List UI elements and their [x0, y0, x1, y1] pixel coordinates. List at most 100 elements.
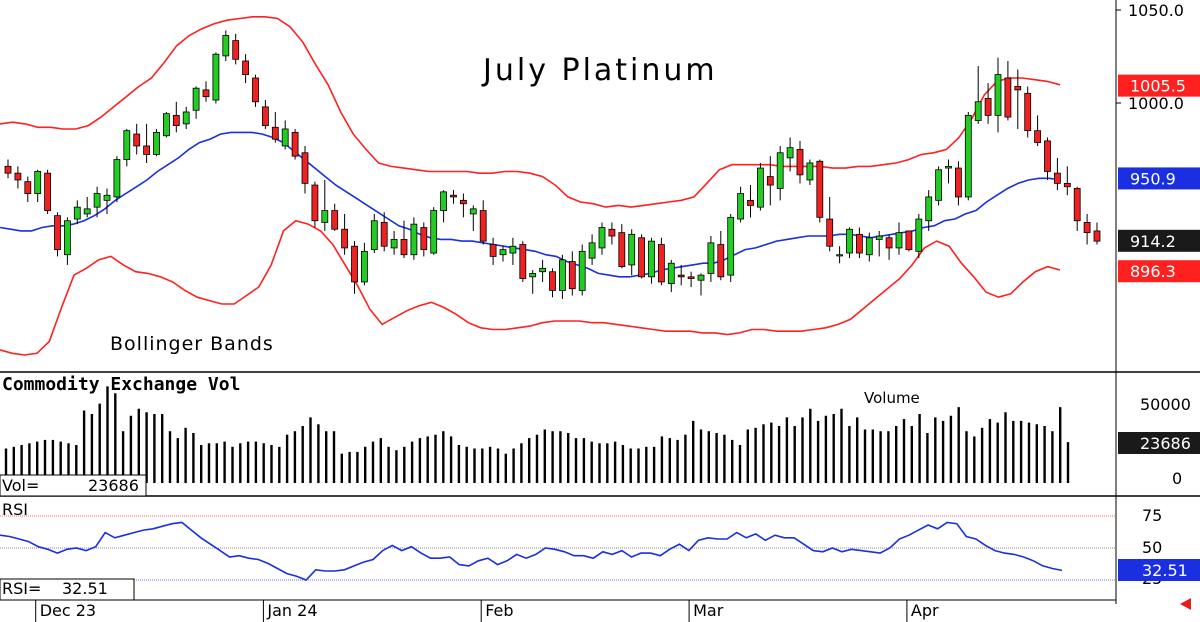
candle-body — [83, 208, 91, 215]
candle — [895, 222, 903, 255]
candle — [1024, 86, 1032, 138]
candle-body — [311, 184, 319, 222]
candle-body — [598, 227, 606, 249]
candle — [994, 57, 1002, 133]
candle — [915, 213, 923, 259]
candle — [667, 259, 675, 293]
candle — [559, 254, 566, 299]
candle-body — [786, 147, 794, 159]
candle — [1004, 60, 1012, 121]
candle-body — [360, 250, 368, 283]
candle — [153, 128, 160, 157]
candle — [856, 227, 863, 259]
candle — [64, 217, 71, 265]
candle — [469, 205, 477, 231]
candle — [489, 237, 497, 265]
candle — [1063, 166, 1071, 196]
candle — [935, 166, 942, 206]
candle-body — [331, 210, 339, 230]
candle — [608, 222, 616, 245]
candle-body — [113, 159, 121, 198]
candle-body — [1034, 130, 1041, 143]
candle — [984, 83, 992, 124]
candle-body — [1044, 140, 1051, 172]
candle-body — [915, 218, 923, 252]
candle — [390, 230, 398, 255]
candle-body — [529, 273, 537, 278]
candle — [618, 224, 626, 269]
candle-body — [291, 131, 299, 157]
candle-body — [252, 77, 259, 103]
candle — [182, 106, 190, 129]
time-label: Feb — [485, 601, 513, 620]
candle-body — [301, 152, 309, 184]
candle-body — [885, 237, 893, 249]
candle-body — [687, 276, 695, 279]
candle-body — [816, 160, 824, 218]
bollinger-bands — [0, 16, 1061, 356]
candle-body — [846, 228, 853, 254]
rsi-panel-title: RSI — [2, 500, 28, 519]
rsi-readout-label: RSI= — [2, 579, 41, 598]
candle-body — [1014, 86, 1022, 91]
volume-axis: 50000 0 23686 — [1118, 395, 1200, 488]
volume-readout-value: 23686 — [88, 476, 139, 495]
volume-badge-value: 23686 — [1140, 434, 1191, 453]
candle-body — [757, 167, 764, 208]
candle — [380, 212, 388, 252]
volume-panel-title: Commodity Exchange Vol — [2, 374, 240, 395]
candle — [786, 137, 794, 172]
rsi-badge — [1118, 559, 1200, 581]
time-label: Mar — [693, 601, 724, 620]
candle-body — [261, 106, 269, 126]
candle-body — [232, 40, 240, 60]
candle — [440, 190, 448, 223]
rsi-axis: 75 50 25 32.51 — [1118, 506, 1200, 588]
price-badge: 1005.5 — [1118, 74, 1200, 97]
candle — [192, 86, 200, 119]
price-badge-label: 950.9 — [1130, 169, 1176, 188]
candle — [549, 268, 556, 298]
candle-body — [1054, 172, 1061, 184]
candle — [222, 30, 230, 61]
candle — [24, 176, 32, 203]
scroll-left-arrow[interactable] — [1180, 598, 1191, 610]
candle-body — [638, 237, 645, 278]
candle — [291, 128, 299, 160]
candle-body — [153, 131, 160, 155]
candle-body — [4, 165, 12, 174]
candle-body — [549, 271, 556, 291]
sma-line — [0, 131, 1061, 278]
candle-body — [103, 194, 111, 201]
candle — [331, 203, 339, 231]
candle-body — [64, 220, 71, 256]
candle-body — [44, 172, 51, 211]
candle — [123, 128, 131, 167]
candle — [796, 140, 804, 184]
candle-body — [14, 172, 22, 181]
candle — [202, 81, 210, 102]
candle — [638, 234, 645, 279]
candle — [846, 227, 853, 259]
price-tick-1050: 1050.0 — [1128, 1, 1184, 20]
candle — [509, 237, 517, 265]
candle-body — [865, 237, 873, 256]
price-badge-label: 896.3 — [1130, 262, 1176, 281]
candle-body — [182, 111, 190, 125]
volume-readout-box — [0, 474, 147, 497]
candle-body — [578, 250, 586, 291]
price-badge-box — [1118, 229, 1200, 252]
candle-body — [519, 244, 527, 279]
candle — [568, 251, 576, 296]
candle-body — [242, 60, 250, 75]
candle-body — [420, 227, 428, 251]
candle — [905, 230, 913, 252]
rsi-readout-value: 32.51 — [62, 579, 108, 598]
candle-body — [370, 220, 378, 251]
candle-body — [162, 113, 170, 137]
candle — [242, 54, 250, 84]
price-badges: 1005.5 950.9 914.2 896.3 — [1118, 74, 1200, 283]
candle-body — [202, 89, 210, 98]
candle-body — [400, 239, 408, 256]
candle — [311, 181, 319, 228]
